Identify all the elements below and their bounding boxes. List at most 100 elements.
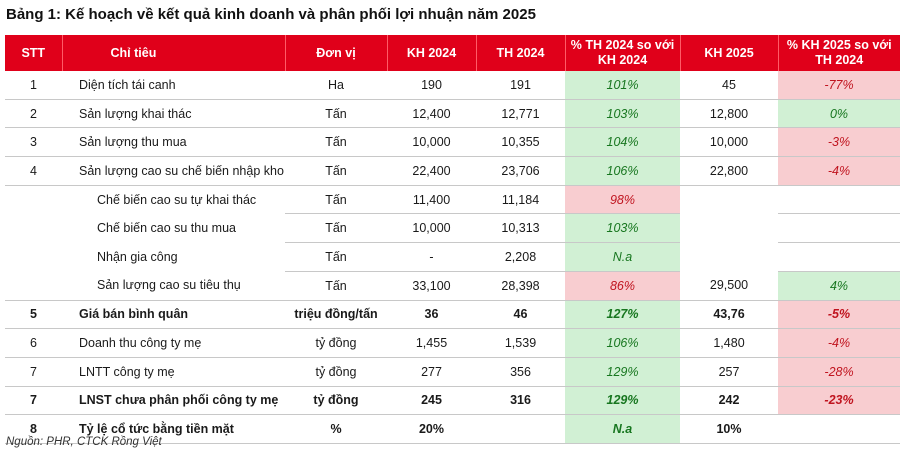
item-name-cell: Sản lượng cao su chế biến nhập kho: [62, 156, 285, 186]
unit-cell: tỷ đồng: [285, 386, 387, 416]
header-pct-kh-th: % KH 2025 so với TH 2024: [778, 35, 900, 71]
pct-kh-th-cell: -23%: [778, 386, 900, 416]
th2024-cell: 23,706: [476, 156, 565, 186]
kh2024-cell: 10,000: [387, 127, 476, 158]
unit-cell: triệu đồng/tấn: [285, 300, 387, 330]
kh2025-cell: 43,76: [680, 300, 778, 330]
header-unit: Đơn vị: [285, 35, 388, 71]
item-name-cell: Chế biến cao su thu mua: [97, 221, 236, 236]
pct-kh-th-cell: -4%: [778, 328, 900, 358]
kh2024-cell: 277: [387, 357, 476, 387]
stt-cell: 1: [5, 71, 62, 100]
kh2025-cell: 257: [680, 357, 778, 387]
kh2025-cell: 1,480: [680, 328, 778, 358]
th2024-cell: 10,313: [476, 213, 565, 244]
th2024-cell: 12,771: [476, 99, 565, 129]
stt-cell: 7: [5, 386, 62, 416]
kh2024-cell: 245: [387, 386, 476, 416]
table-row: 8 Tỷ lệ cổ tức bằng tiền mặt% 20% N.a 10%: [5, 414, 900, 444]
kh2025-cell: 22,800: [680, 156, 778, 186]
pct-th-kh-cell: N.a: [565, 242, 680, 272]
item-name-cell: Chế biến cao su tự khai thác: [97, 192, 257, 207]
header-pct-th-kh: % TH 2024 so với KH 2024: [565, 35, 681, 71]
unit-cell: Tấn: [285, 99, 387, 129]
pct-th-kh-cell: N.a: [565, 414, 680, 444]
th2024-cell: 356: [476, 357, 565, 387]
kh2025-cell: 29,500: [680, 271, 778, 301]
pct-th-kh-cell: 129%: [565, 357, 680, 387]
kh2025-cell: 12,800: [680, 99, 778, 129]
unit-cell: tỷ đồng: [285, 328, 387, 358]
table-row: 4 Sản lượng cao su chế biến nhập kho Tấn 22…: [5, 156, 900, 186]
stt-cell: 8: [5, 414, 62, 444]
stt-cell: [5, 271, 62, 301]
pct-th-kh-cell: 103%: [565, 213, 680, 244]
header-row: STT Chỉ tiêu Đơn vị KH 2024 TH 2024 % TH…: [5, 35, 900, 71]
kh2024-cell: 33,100: [387, 271, 476, 301]
unit-cell: Ha: [285, 71, 387, 100]
th2024-cell: 46: [476, 300, 565, 330]
item-name-cell: Doanh thu công ty mẹ: [62, 328, 285, 358]
item-name-cell: Giá bán bình quân: [62, 300, 285, 330]
pct-th-kh-cell: 101%: [565, 71, 680, 100]
kh2025-cell: 242: [680, 386, 778, 416]
table-row: 1 Diện tích tái canh Ha 190 191 101% 45 -77%: [5, 71, 900, 100]
item-name-cell: Diện tích tái canh: [62, 71, 285, 100]
th2024-cell: 316: [476, 386, 565, 416]
th2024-cell: 1,539: [476, 328, 565, 358]
header-stt: STT: [5, 35, 63, 71]
table-row: Nhận gia công Tấn -2,208 N.a: [5, 242, 900, 272]
pct-th-kh-cell: 104%: [565, 127, 680, 158]
item-name-cell: Sản lượng khai thác: [62, 99, 285, 129]
kh2025-cell: 10,000: [680, 127, 778, 158]
unit-cell: Tấn: [285, 127, 387, 158]
stt-cell: 6: [5, 328, 62, 358]
pct-kh-th-cell: 4%: [778, 271, 900, 301]
item-name-cell: Tỷ lệ cổ tức bằng tiền mặt: [62, 414, 285, 444]
header-kh2025: KH 2025: [680, 35, 779, 71]
kh2025-cell: [680, 243, 778, 272]
item-name-cell: LNTT công ty mẹ: [62, 357, 285, 387]
kh2024-cell: 20%: [387, 414, 476, 444]
unit-cell: Tấn: [285, 242, 387, 272]
header-item: Chỉ tiêu: [62, 35, 286, 71]
pct-th-kh-cell: 86%: [565, 271, 680, 301]
pct-kh-th-cell: [778, 242, 900, 272]
item-name-cell: LNST chưa phân phối công ty mẹ: [62, 386, 285, 416]
kh2024-cell: 11,400: [387, 185, 476, 215]
table-row: Chế biến cao su tự khai thác Tấn 11,400 11,…: [5, 185, 900, 215]
stt-cell: 2: [5, 99, 62, 129]
th2024-cell: 11,184: [476, 185, 565, 215]
pct-th-kh-cell: 129%: [565, 386, 680, 416]
pct-th-kh-cell: 106%: [565, 328, 680, 358]
kh2024-cell: -: [387, 242, 476, 272]
table-row: 7 LNST chưa phân phối công ty mẹ tỷ đồng 24…: [5, 386, 900, 416]
table-row: Chế biến cao su thu mua Tấn 10,000 10,313 10…: [5, 213, 900, 244]
th2024-cell: [476, 414, 565, 444]
unit-cell: Tấn: [285, 271, 387, 301]
table-row: 6 Doanh thu công ty mẹ tỷ đồng 1,455 1,539 10…: [5, 328, 900, 358]
item-name-cell: Sản lượng thu mua: [62, 127, 285, 158]
pct-kh-th-cell: -28%: [778, 357, 900, 387]
table-title: Bảng 1: Kế hoạch về kết quả kinh doanh v…: [6, 6, 536, 23]
item-name-cell: Sản lượng cao su tiêu thụ: [62, 271, 285, 301]
table-row: 5 Giá bán bình quân triệu đồng/tấn 36 46 127%…: [5, 300, 900, 330]
business-plan-table: STT Chỉ tiêu Đơn vị KH 2024 TH 2024 % TH…: [5, 35, 900, 444]
pct-kh-th-cell: [778, 414, 900, 444]
kh2024-cell: 1,455: [387, 328, 476, 358]
unit-cell: Tấn: [285, 156, 387, 186]
pct-kh-th-cell: -5%: [778, 300, 900, 330]
kh2025-cell: [680, 185, 778, 214]
kh2025-cell: 45: [680, 71, 778, 100]
pct-th-kh-cell: 106%: [565, 156, 680, 186]
kh2025-cell: [680, 214, 778, 243]
unit-cell: tỷ đồng: [285, 357, 387, 387]
kh2024-cell: 12,400: [387, 99, 476, 129]
pct-kh-th-cell: -4%: [778, 156, 900, 186]
stt-cell: [5, 243, 62, 272]
kh2024-cell: 190: [387, 71, 476, 100]
table-row: 2 Sản lượng khai thác Tấn 12,400 12,771 103% 1…: [5, 99, 900, 129]
stt-cell: 3: [5, 127, 62, 158]
stt-cell: [5, 185, 62, 214]
kh2024-cell: 36: [387, 300, 476, 330]
